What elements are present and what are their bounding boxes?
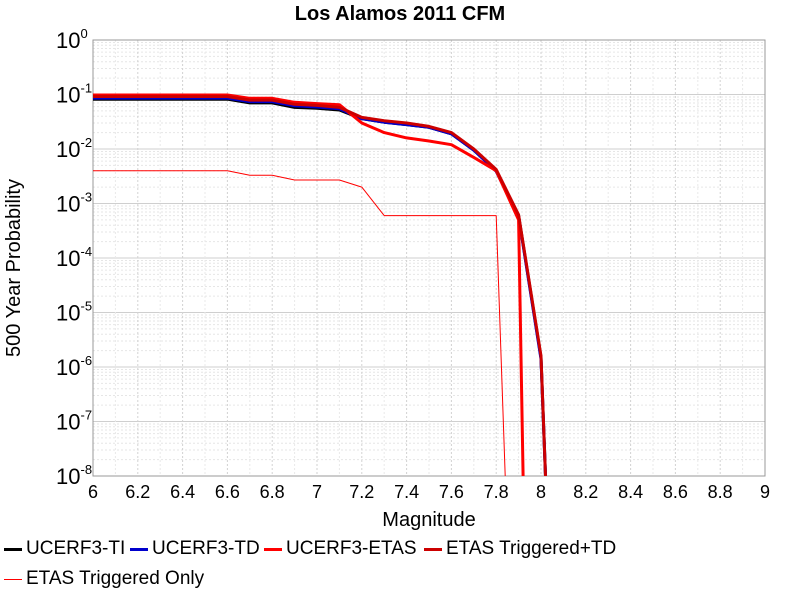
series-line-ucerf3-etas xyxy=(93,93,525,477)
legend-item: UCERF3-TI xyxy=(4,538,125,560)
chart-title: Los Alamos 2011 CFM xyxy=(295,3,505,25)
legend-swatch xyxy=(4,547,22,551)
y-tick-label: 10-6 xyxy=(56,353,92,380)
legend-label: UCERF3-TD xyxy=(152,538,260,559)
legend-label: UCERF3-ETAS xyxy=(286,538,417,559)
y-tick-label: 100 xyxy=(56,26,88,53)
y-tick-label: 10-5 xyxy=(56,299,92,326)
legend-item: ETAS Triggered Only xyxy=(4,568,204,590)
legend-swatch xyxy=(4,578,22,580)
y-tick-label: 10-4 xyxy=(56,244,92,271)
x-tick-label: 8.8 xyxy=(708,482,733,502)
y-tick-label: 10-8 xyxy=(56,462,92,489)
x-tick-label: 6.8 xyxy=(260,482,285,502)
legend-item: UCERF3-TD xyxy=(130,538,260,560)
x-tick-labels: 6 6.2 6.4 6.6 6.8 7 7.2 7.4 7.6 7.8 8 8.2 8.4 8.6 8.8 9 xyxy=(88,482,770,502)
x-tick-label: 6.6 xyxy=(215,482,240,502)
grid-lines xyxy=(92,40,766,477)
x-tick-label: 8.2 xyxy=(573,482,598,502)
y-tick-label: 10-1 xyxy=(56,81,92,108)
x-tick-label: 9 xyxy=(760,482,770,502)
series-line-etas-triggered-td xyxy=(93,95,547,477)
legend-label: ETAS Triggered Only xyxy=(26,568,205,589)
plot-area-frame xyxy=(92,39,766,477)
y-tick-label: 10-7 xyxy=(56,408,92,435)
x-tick-label: 6 xyxy=(88,482,98,502)
x-tick-label: 6.4 xyxy=(170,482,195,502)
legend-item: ETAS Triggered+TD xyxy=(424,538,616,560)
x-tick-label: 7.2 xyxy=(349,482,374,502)
x-tick-label: 8.4 xyxy=(618,482,643,502)
legend-label: UCERF3-TI xyxy=(26,538,126,559)
x-tick-label: 6.2 xyxy=(125,482,150,502)
series-line-ucerf3-td xyxy=(93,96,547,477)
x-tick-label: 7.4 xyxy=(394,482,419,502)
x-tick-label: 7 xyxy=(312,482,322,502)
legend-item: UCERF3-ETAS xyxy=(264,538,417,560)
y-tick-label: 10-3 xyxy=(56,190,92,217)
x-tick-label: 8 xyxy=(536,482,546,502)
legend-swatch xyxy=(424,547,442,551)
legend-label: ETAS Triggered+TD xyxy=(446,538,617,559)
y-tick-label: 10-2 xyxy=(56,135,92,162)
chart-legend: UCERF3-TI UCERF3-TD UCERF3-ETAS ETAS Trigge… xyxy=(0,536,800,600)
x-tick-label: 7.6 xyxy=(439,482,464,502)
series-layer xyxy=(93,93,547,477)
legend-swatch xyxy=(264,547,282,551)
x-axis-label: Magnitude xyxy=(382,509,475,531)
legend-swatch xyxy=(130,547,148,551)
series-line-etas-triggered-only xyxy=(93,170,506,477)
chart-canvas: Los Alamos 2011 CFM 6 6.2 6.4 6.6 6.8 7 7.2 7.4… xyxy=(3,3,770,531)
y-tick-labels: 100 10-1 10-2 10-3 10-4 10-5 10-6 10-7 10-8 xyxy=(56,26,92,489)
x-tick-label: 8.6 xyxy=(663,482,688,502)
x-tick-label: 7.8 xyxy=(484,482,509,502)
y-axis-label: 500 Year Probability xyxy=(3,179,25,357)
